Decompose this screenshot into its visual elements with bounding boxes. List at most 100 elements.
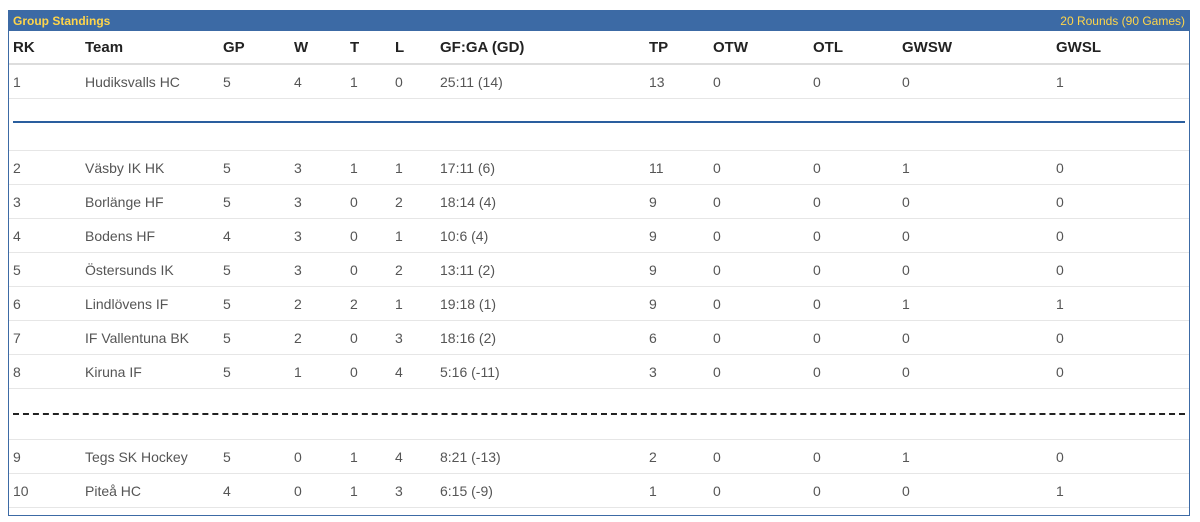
team-name-link[interactable]: Hudiksvalls HC (85, 73, 180, 90)
otw-cell: 0 (713, 329, 721, 346)
panel-header: Group Standings 20 Rounds (90 Games) (9, 11, 1189, 31)
otl-cell: 0 (813, 295, 821, 312)
l-cell: 1 (395, 295, 403, 312)
gp-cell: 4 (223, 227, 231, 244)
tp-cell: 9 (649, 295, 657, 312)
tp-cell: 9 (649, 261, 657, 278)
column-header-goals[interactable]: GF:GA (GD) (440, 38, 525, 56)
gwsl-cell: 1 (1056, 73, 1064, 90)
l-cell: 4 (395, 363, 403, 380)
column-header-gwsw[interactable]: GWSW (902, 38, 952, 56)
group-standings-panel: Group Standings 20 Rounds (90 Games) RK … (8, 10, 1190, 516)
gwsw-cell: 1 (902, 448, 910, 465)
rank-cell: 6 (13, 295, 21, 312)
solid-separator-line (13, 121, 1185, 123)
goals-cell: 8:21 (-13) (440, 448, 501, 465)
gwsw-cell: 0 (902, 363, 910, 380)
standings-table: RK Team GP W T L GF:GA (GD) TP OTW OTL G… (9, 31, 1189, 508)
otw-cell: 0 (713, 261, 721, 278)
table-row: 7 IF Vallentuna BK 5 2 0 3 18:16 (2) 6 0… (9, 321, 1189, 355)
w-cell: 2 (294, 329, 302, 346)
column-header-team[interactable]: Team (85, 38, 124, 56)
w-cell: 3 (294, 193, 302, 210)
team-name-link[interactable]: Väsby IK HK (85, 159, 165, 176)
l-cell: 2 (395, 261, 403, 278)
goals-cell: 25:11 (14) (440, 73, 503, 90)
column-header-l[interactable]: L (395, 38, 405, 56)
tp-cell: 9 (649, 227, 657, 244)
tp-cell: 6 (649, 329, 657, 346)
column-header-gwsl[interactable]: GWSL (1056, 38, 1101, 56)
t-cell: 1 (350, 159, 358, 176)
otl-cell: 0 (813, 329, 821, 346)
team-name-link[interactable]: Lindlövens IF (85, 295, 169, 312)
t-cell: 0 (350, 227, 358, 244)
team-name-link[interactable]: Bodens HF (85, 227, 156, 244)
column-header-otl[interactable]: OTL (813, 38, 843, 56)
gp-cell: 5 (223, 73, 231, 90)
w-cell: 3 (294, 159, 302, 176)
l-cell: 4 (395, 448, 403, 465)
team-name-link[interactable]: Östersunds IK (85, 261, 174, 278)
rank-cell: 8 (13, 363, 21, 380)
gwsl-cell: 0 (1056, 193, 1064, 210)
rank-cell: 9 (13, 448, 21, 465)
gwsw-cell: 0 (902, 193, 910, 210)
w-cell: 0 (294, 482, 302, 499)
w-cell: 3 (294, 261, 302, 278)
gp-cell: 5 (223, 193, 231, 210)
t-cell: 0 (350, 261, 358, 278)
l-cell: 2 (395, 193, 403, 210)
w-cell: 3 (294, 227, 302, 244)
gwsl-cell: 1 (1056, 482, 1064, 499)
team-name-link[interactable]: IF Vallentuna BK (85, 329, 190, 346)
otl-cell: 0 (813, 159, 821, 176)
otw-cell: 0 (713, 482, 721, 499)
table-row: 1 Hudiksvalls HC 5 4 1 0 25:11 (14) 13 0… (9, 65, 1189, 99)
l-cell: 1 (395, 159, 403, 176)
goals-cell: 13:11 (2) (440, 261, 495, 278)
column-header-tp[interactable]: TP (649, 38, 669, 56)
goals-cell: 18:16 (2) (440, 329, 497, 346)
gp-cell: 5 (223, 261, 231, 278)
t-cell: 0 (350, 329, 358, 346)
column-header-t[interactable]: T (350, 38, 360, 56)
l-cell: 3 (395, 329, 403, 346)
goals-cell: 5:16 (-11) (440, 363, 500, 380)
l-cell: 3 (395, 482, 403, 499)
t-cell: 1 (350, 73, 358, 90)
rank-cell: 4 (13, 227, 21, 244)
table-row: 3 Borlänge HF 5 3 0 2 18:14 (4) 9 0 0 0 … (9, 185, 1189, 219)
team-name-link[interactable]: Piteå HC (85, 482, 142, 499)
rank-cell: 2 (13, 159, 21, 176)
tp-cell: 13 (649, 73, 665, 90)
gwsl-cell: 0 (1056, 261, 1064, 278)
column-header-rk[interactable]: RK (13, 38, 35, 56)
goals-cell: 19:18 (1) (440, 295, 497, 312)
team-name-link[interactable]: Kiruna IF (85, 363, 142, 380)
w-cell: 4 (294, 73, 302, 90)
goals-cell: 6:15 (-9) (440, 482, 493, 499)
otl-cell: 0 (813, 193, 821, 210)
otw-cell: 0 (713, 295, 721, 312)
gp-cell: 5 (223, 448, 231, 465)
gwsl-cell: 0 (1056, 363, 1064, 380)
panel-title: Group Standings (13, 14, 111, 28)
rounds-info: 20 Rounds (90 Games) (1060, 14, 1185, 28)
otl-cell: 0 (813, 73, 821, 90)
table-row: 6 Lindlövens IF 5 2 2 1 19:18 (1) 9 0 0 … (9, 287, 1189, 321)
table-row: 9 Tegs SK Hockey 5 0 1 4 8:21 (-13) 2 0 … (9, 440, 1189, 474)
gwsl-cell: 0 (1056, 448, 1064, 465)
team-name-link[interactable]: Tegs SK Hockey (85, 448, 188, 465)
t-cell: 1 (350, 448, 358, 465)
gwsw-cell: 0 (902, 261, 910, 278)
l-cell: 1 (395, 227, 403, 244)
team-name-link[interactable]: Borlänge HF (85, 193, 164, 210)
w-cell: 2 (294, 295, 302, 312)
w-cell: 0 (294, 448, 302, 465)
column-header-w[interactable]: W (294, 38, 309, 56)
table-row: 5 Östersunds IK 5 3 0 2 13:11 (2) 9 0 0 … (9, 253, 1189, 287)
column-header-gp[interactable]: GP (223, 38, 245, 56)
column-header-otw[interactable]: OTW (713, 38, 748, 56)
gp-cell: 4 (223, 482, 231, 499)
